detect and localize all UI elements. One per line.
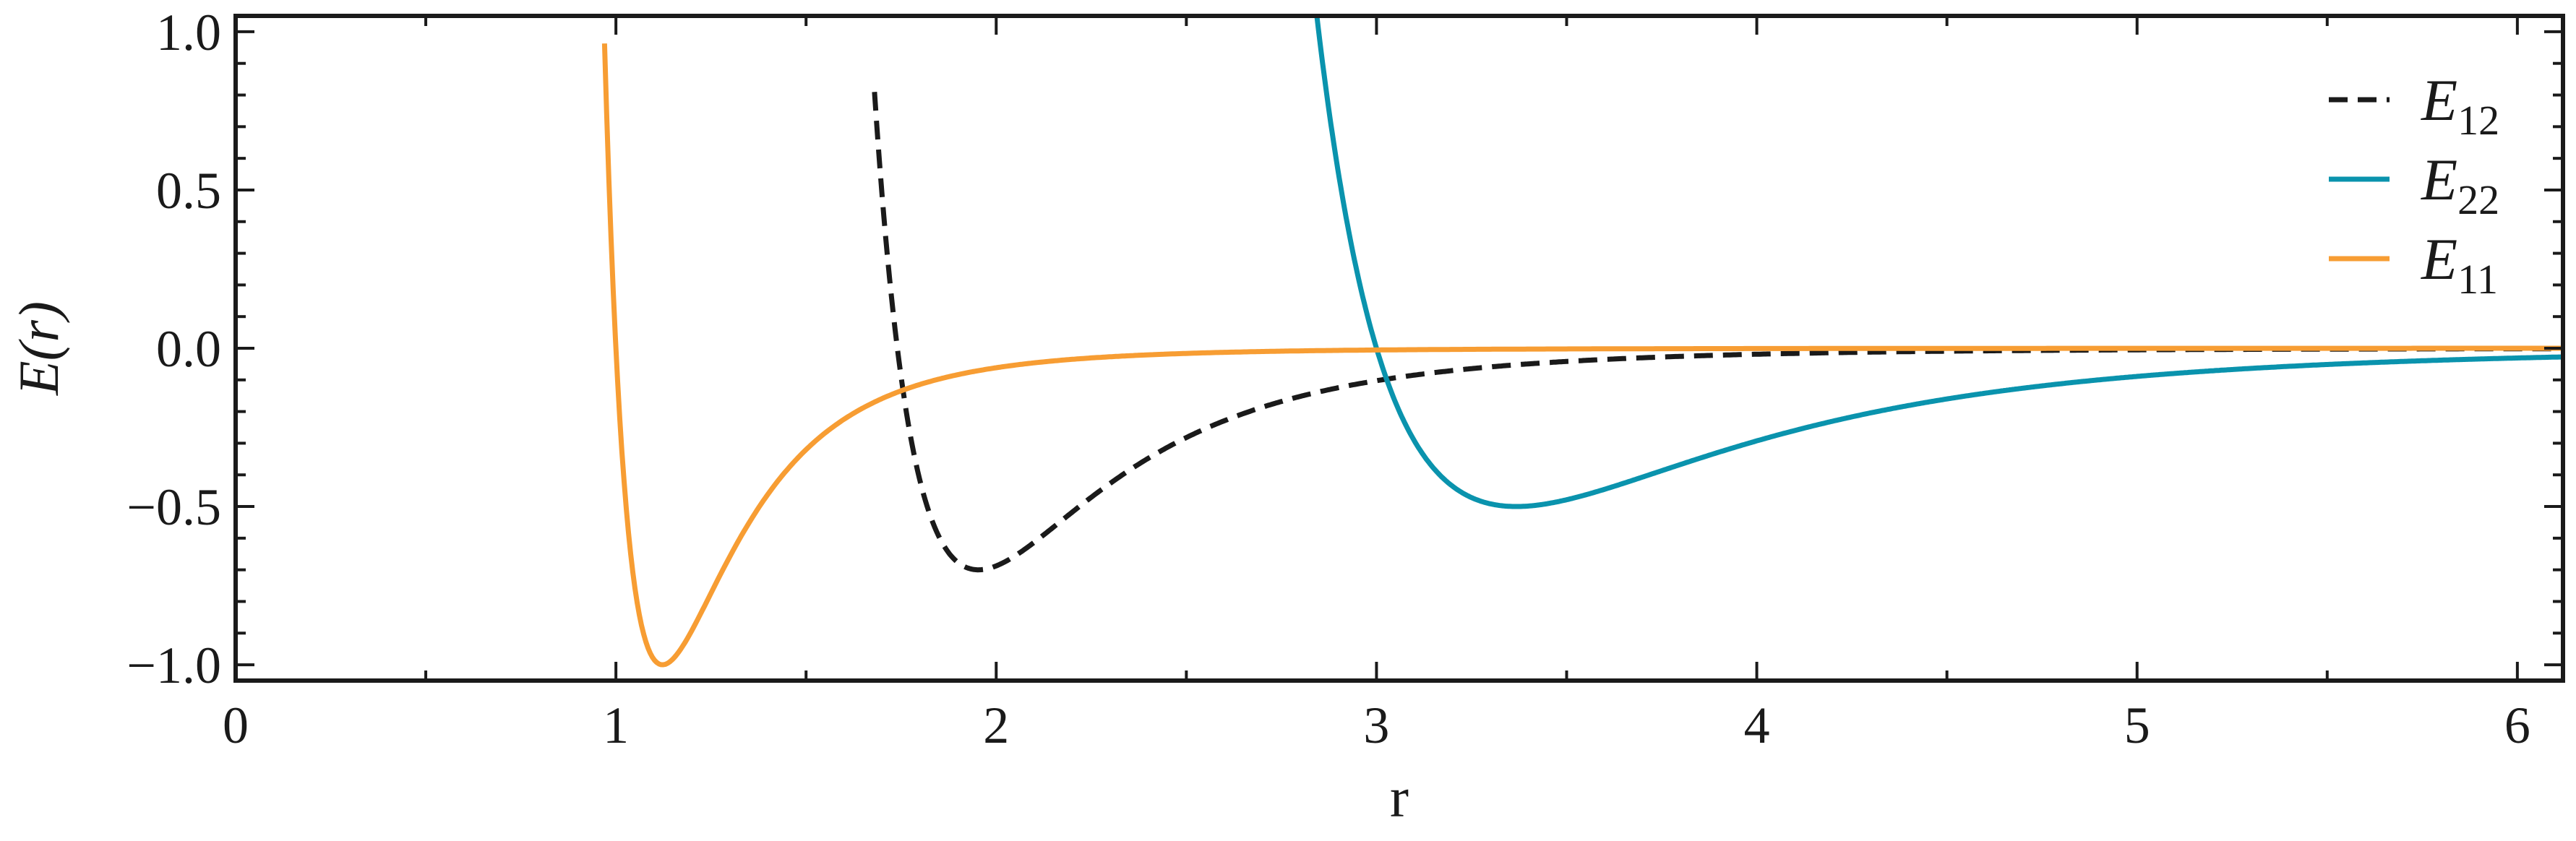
legend-label: E22: [2421, 147, 2499, 223]
series-line-e11: [601, 43, 2563, 668]
y-tick-label: −0.5: [126, 478, 221, 536]
x-tick-label: 6: [2504, 696, 2530, 754]
x-tick-label: 3: [1363, 696, 1389, 754]
y-tick-label: 0.0: [156, 320, 221, 378]
y-axis-label-text: E(r): [7, 301, 70, 396]
series-line-e12: [872, 91, 2563, 573]
legend-entry-e12: E12: [2329, 67, 2499, 144]
legend-entry-e22: E22: [2329, 147, 2499, 223]
x-tick-label: 0: [223, 696, 249, 754]
curves-layer: [601, 16, 2563, 668]
x-tick-label: 1: [603, 696, 629, 754]
x-tick-label: 2: [983, 696, 1009, 754]
legend-label: E12: [2421, 67, 2499, 144]
ticks-layer: [234, 16, 2563, 681]
x-axis-label: r: [1390, 766, 1409, 829]
y-axis-label: E(r): [7, 301, 70, 396]
y-tick-label: 0.5: [156, 162, 221, 220]
series-line-e22: [1314, 16, 2563, 509]
y-tick-label: −1.0: [126, 637, 221, 694]
tick-labels-layer: 0 1 2 3 4 5 6 −1.0 −0.5 0.0 0.5 1.0: [126, 4, 2530, 754]
x-tick-label: 4: [1744, 696, 1770, 754]
legend-entry-e11: E11: [2329, 226, 2498, 303]
legend-label: E11: [2421, 226, 2498, 303]
x-tick-label: 5: [2124, 696, 2150, 754]
y-tick-label: 1.0: [156, 4, 221, 61]
